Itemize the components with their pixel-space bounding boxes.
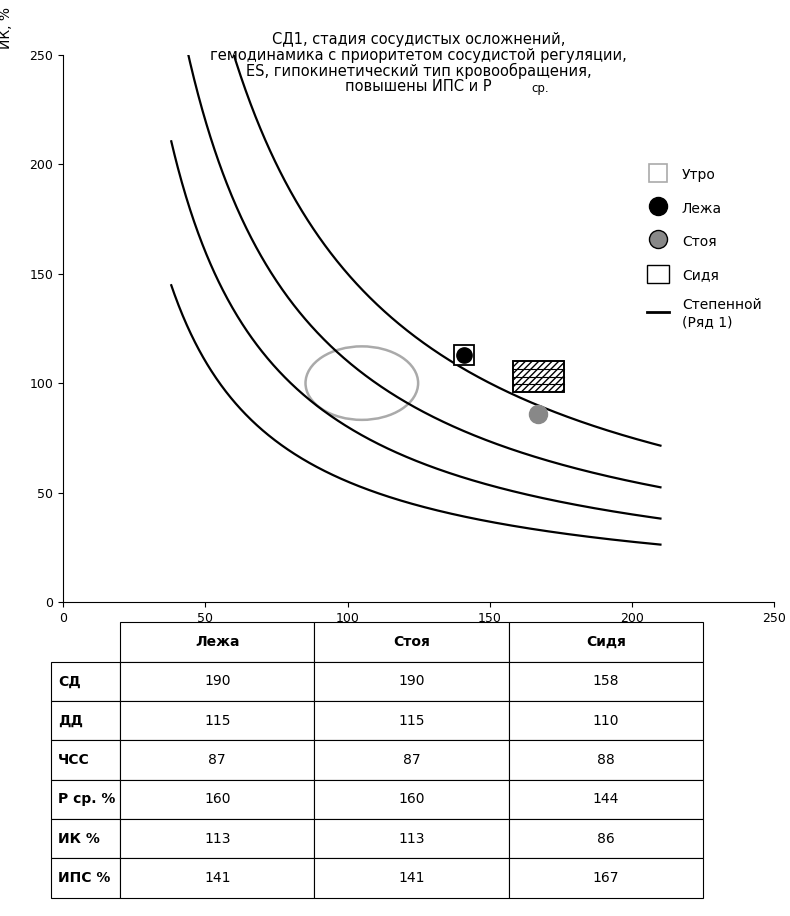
Text: СД1, стадия сосудистых осложнений,: СД1, стадия сосудистых осложнений, — [272, 32, 566, 47]
Y-axis label: ИК, %: ИК, % — [0, 6, 13, 49]
Bar — [513, 361, 564, 392]
Text: гемодинамика с приоритетом сосудистой регуляции,: гемодинамика с приоритетом сосудистой ре… — [210, 48, 627, 62]
Text: ср.: ср. — [531, 82, 548, 95]
Bar — [513, 361, 564, 392]
Text: повышены ИПС и Р: повышены ИПС и Р — [345, 79, 492, 93]
Text: ES, гипокинетический тип кровообращения,: ES, гипокинетический тип кровообращения, — [246, 63, 592, 80]
Legend: Утро, Лежа, Стоя, Сидя, Степенной
(Ряд 1): Утро, Лежа, Стоя, Сидя, Степенной (Ряд 1… — [641, 160, 767, 334]
